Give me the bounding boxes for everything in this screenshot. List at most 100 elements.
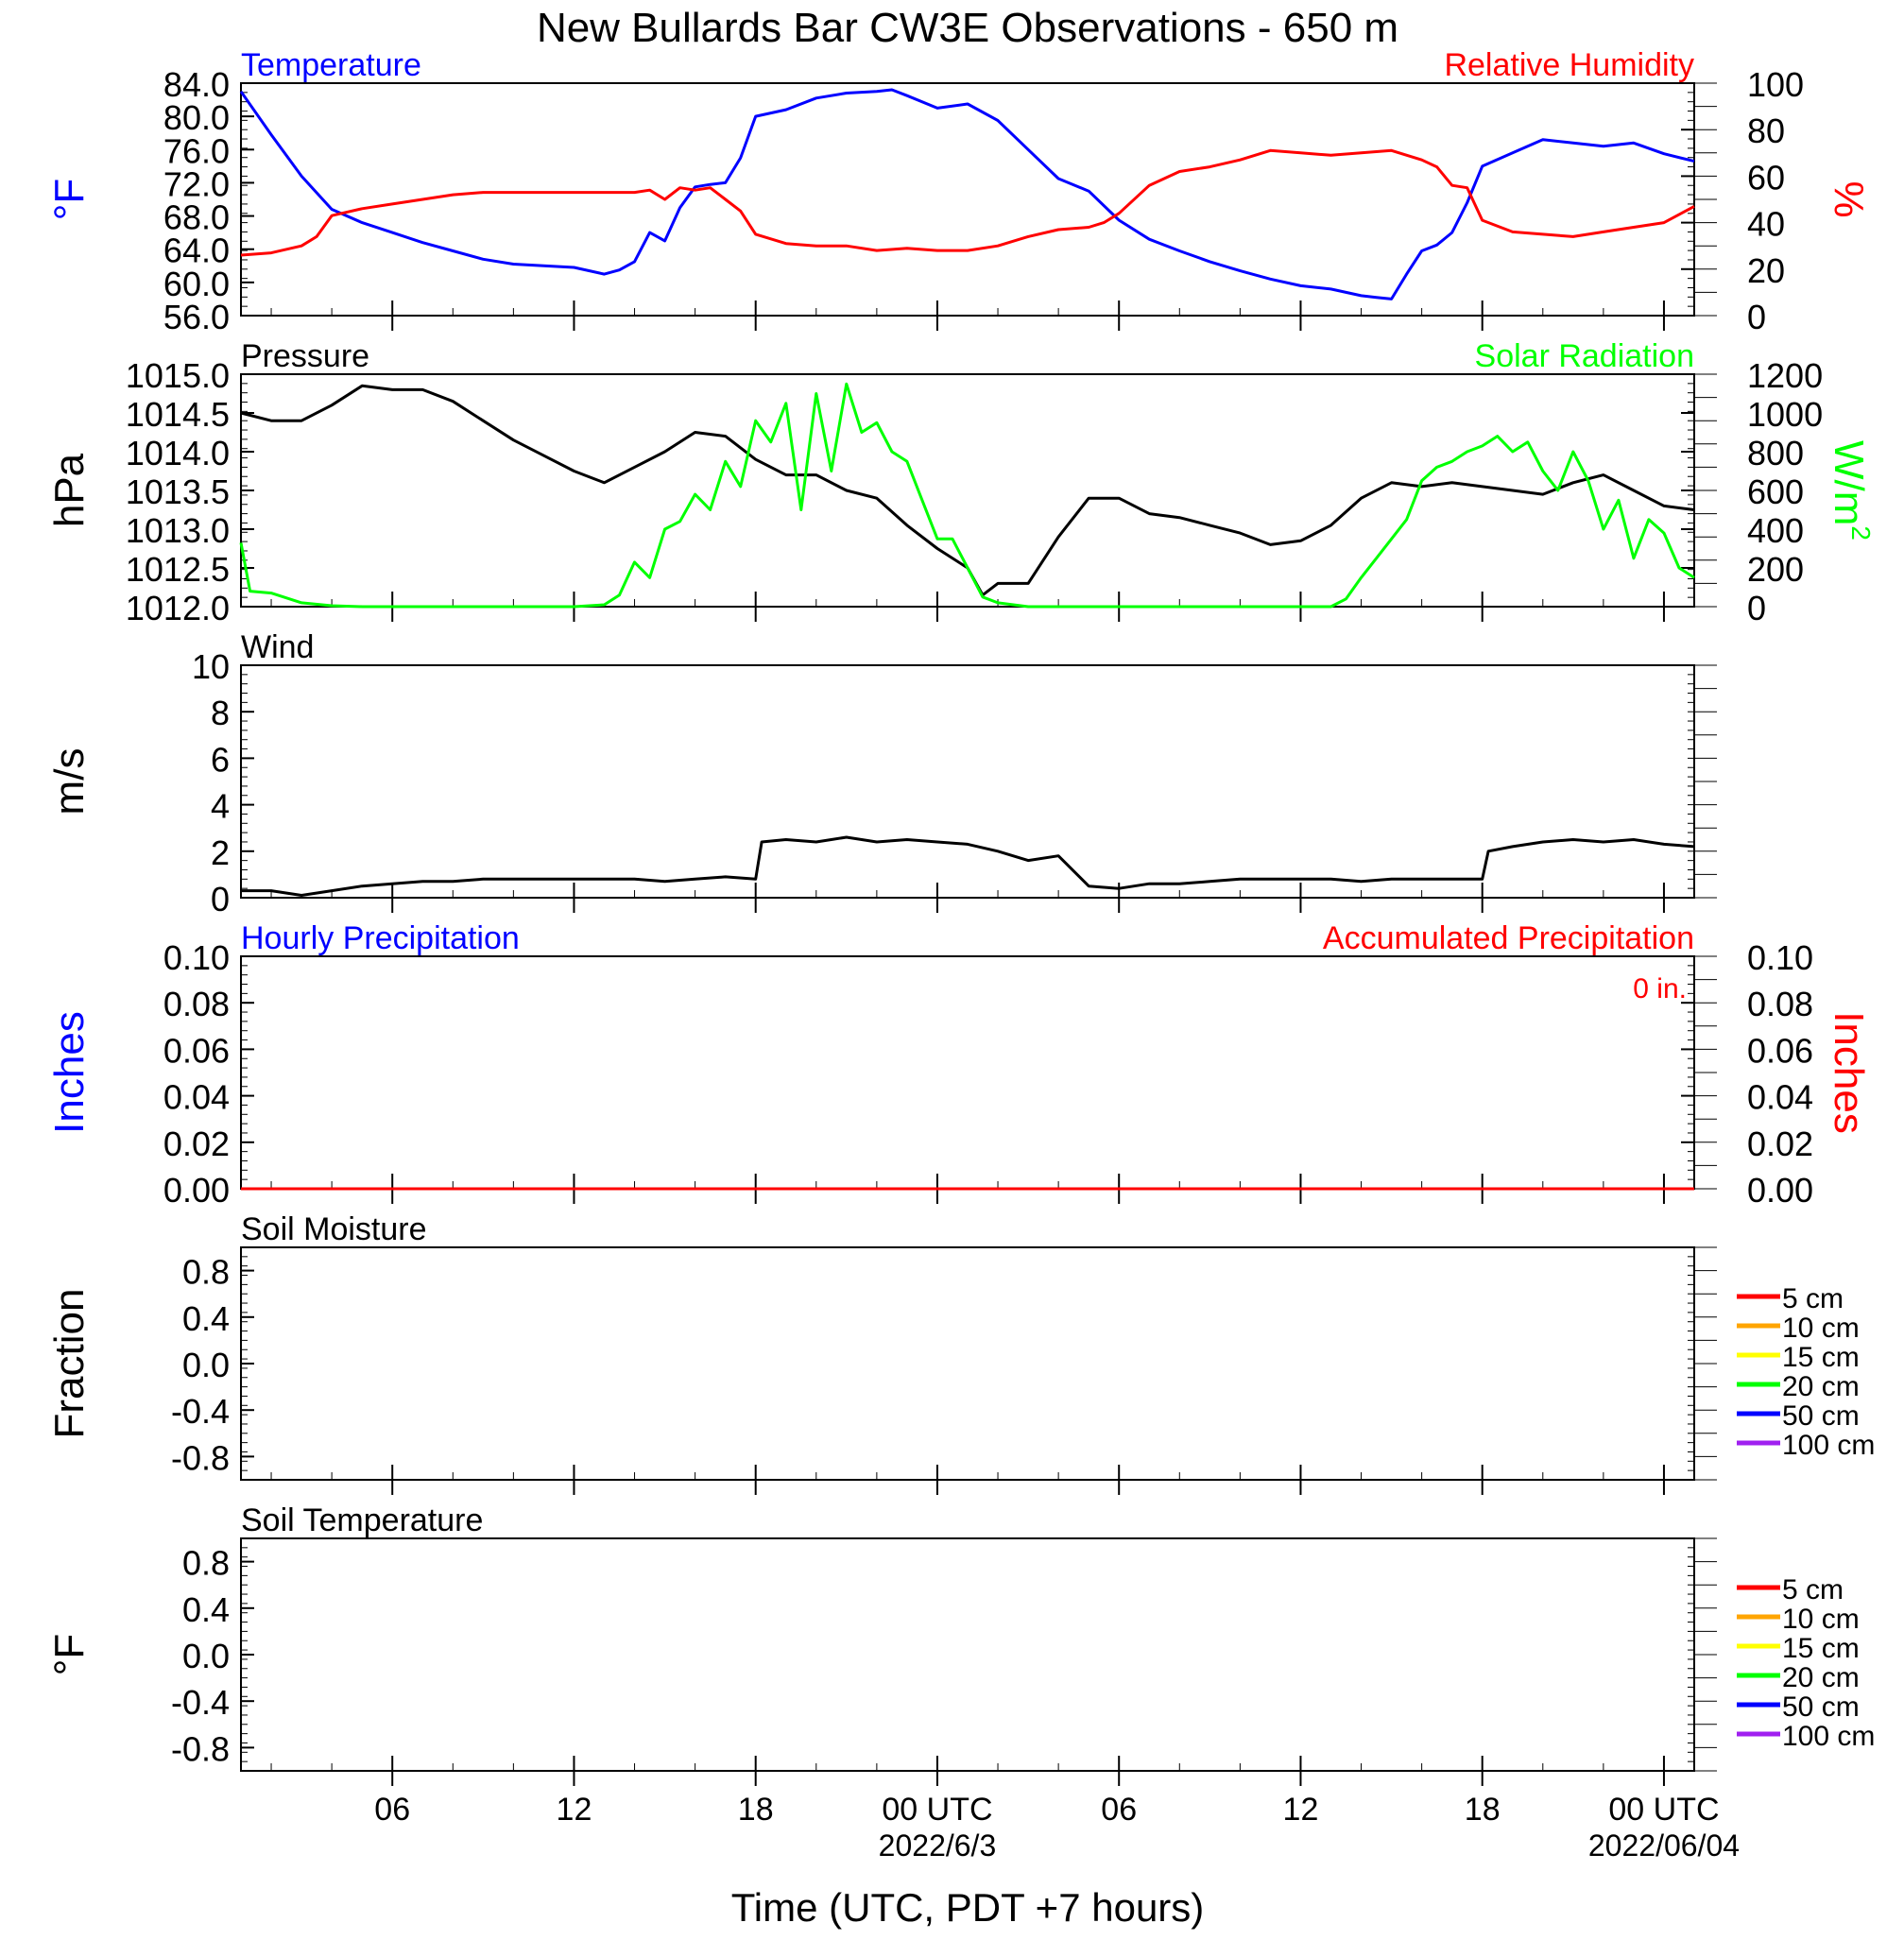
y-tick-label-right: 0.00 — [1747, 1171, 1813, 1210]
panel-frame — [240, 1537, 1695, 1772]
legend-label: 50 cm — [1782, 1400, 1860, 1432]
y-axis-label-left: m/s — [46, 748, 93, 815]
legend-label: 5 cm — [1782, 1283, 1844, 1314]
y-tick-label-right: 40 — [1747, 205, 1785, 244]
panel-frame — [240, 82, 1695, 317]
panel-precip: 0.10 0.08 0.06 0.04 0.02 0.00 0.10 0.08 0.06 0.04… — [46, 920, 1872, 1210]
y-tick-label-left: 0.10 — [163, 938, 230, 977]
y-tick-label-left: 1013.5 — [126, 472, 230, 511]
y-tick-label-left: 1012.5 — [126, 550, 230, 589]
y-tick-label-left: -0.4 — [171, 1392, 230, 1431]
y-axis-label-left: Inches — [46, 1011, 93, 1134]
panel-left-title: Pressure — [241, 338, 369, 374]
y-tick-label-right: 100 — [1747, 65, 1804, 104]
x-tick-label: 18 — [1465, 1792, 1501, 1828]
legend-label: 10 cm — [1782, 1604, 1860, 1635]
y-tick-label-left: 1015.0 — [126, 356, 230, 395]
y-tick-label-right: 0.06 — [1747, 1031, 1813, 1070]
y-axis-label-left: °F — [46, 1634, 93, 1675]
legend-label: 10 cm — [1782, 1313, 1860, 1344]
y-tick-label-left: 1014.5 — [126, 395, 230, 434]
y-tick-label-left: 56.0 — [163, 298, 230, 336]
unit-superscript: 2 — [1846, 525, 1876, 541]
panel-left-title: Temperature — [241, 47, 421, 83]
x-tick-label: 12 — [1283, 1792, 1319, 1828]
y-tick-label-right: 1000 — [1747, 395, 1823, 434]
y-tick-label-left: 60.0 — [163, 265, 230, 303]
y-tick-label-right: 1200 — [1747, 356, 1823, 395]
y-tick-label-left: 0.8 — [182, 1253, 230, 1292]
panel-frame — [240, 1246, 1695, 1481]
y-tick-label-right: 200 — [1747, 550, 1804, 589]
y-tick-label-left: 6 — [211, 740, 230, 779]
panel-left-title: Wind — [241, 629, 314, 665]
y-tick-label-right: 0 — [1747, 589, 1766, 627]
panel-wind: 10 8 6 4 2 0 Wind m/s — [46, 629, 1717, 918]
series-line-left — [240, 384, 1695, 597]
panel-left-title: Hourly Precipitation — [241, 920, 520, 956]
y-tick-label-left: 76.0 — [163, 131, 230, 170]
y-tick-label-left: 84.0 — [163, 65, 230, 104]
x-date-label: 2022/06/04 — [1588, 1828, 1740, 1863]
y-tick-label-right: 80 — [1747, 112, 1785, 150]
accum-precip-total: 0 in. — [1633, 973, 1687, 1004]
panel-left-title: Soil Moisture — [241, 1211, 427, 1247]
y-tick-label-left: 0.0 — [182, 1346, 230, 1384]
y-axis-label-left: hPa — [46, 453, 93, 527]
y-tick-label-left: 0.8 — [182, 1544, 230, 1583]
y-tick-label-right: 0 — [1747, 298, 1766, 336]
legend-label: 20 cm — [1782, 1662, 1860, 1693]
y-tick-label-left: 1012.0 — [126, 589, 230, 627]
panels: 84.080.076.072.068.064.060.056.010080604… — [46, 47, 1876, 1786]
y-tick-label-left: 0.00 — [163, 1171, 230, 1210]
legend-label: 100 cm — [1782, 1430, 1875, 1461]
panel-right-title: Relative Humidity — [1444, 47, 1694, 83]
y-tick-label-left: -0.4 — [171, 1683, 230, 1722]
legend-label: 15 cm — [1782, 1633, 1860, 1664]
y-tick-label-left: 0.04 — [163, 1078, 230, 1117]
legend-label: 100 cm — [1782, 1721, 1875, 1752]
panel-right-title: Accumulated Precipitation — [1323, 920, 1694, 956]
y-axis-label-left: Fraction — [46, 1289, 93, 1439]
y-tick-label-right: 800 — [1747, 434, 1804, 472]
x-axis-label: Time (UTC, PDT +7 hours) — [731, 1885, 1205, 1930]
panel-temp_rh: 84.080.076.072.068.064.060.056.0 100 80 60 4… — [46, 47, 1872, 336]
y-tick-label-left: 0.02 — [163, 1125, 230, 1163]
x-tick-label: 06 — [1101, 1792, 1137, 1828]
x-tick-label: 18 — [738, 1792, 774, 1828]
y-tick-label-right: 600 — [1747, 472, 1804, 511]
y-tick-label-left: 80.0 — [163, 98, 230, 137]
legend-label: 15 cm — [1782, 1342, 1860, 1373]
y-tick-label-left: 2 — [211, 833, 230, 872]
panel-frame — [240, 664, 1695, 899]
y-tick-label-left: 1013.0 — [126, 511, 230, 550]
y-tick-label-left: 0.0 — [182, 1637, 230, 1675]
y-tick-label-left: 72.0 — [163, 164, 230, 203]
x-tick-label: 00 UTC — [882, 1792, 992, 1828]
y-tick-label-left: 68.0 — [163, 198, 230, 237]
y-tick-label-right: 0.10 — [1747, 938, 1813, 977]
y-axis-label-right: W/m2 — [1826, 440, 1876, 541]
legend-label: 20 cm — [1782, 1371, 1860, 1402]
y-axis-label-right: Inches — [1826, 1011, 1872, 1134]
y-tick-label-right: 0.08 — [1747, 985, 1813, 1023]
panel-frame — [240, 955, 1695, 1190]
series-line-right — [240, 148, 1695, 257]
panel-left-title: Soil Temperature — [241, 1502, 483, 1538]
series-line-right — [239, 382, 1695, 609]
series-line-left — [239, 88, 1695, 300]
y-tick-label-left: 64.0 — [163, 232, 230, 270]
y-tick-label-right: 0.02 — [1747, 1125, 1813, 1163]
y-axis-label-left: °F — [46, 179, 93, 220]
chart-title: New Bullards Bar CW3E Observations - 650… — [537, 5, 1398, 51]
y-tick-label-right: 20 — [1747, 251, 1785, 290]
x-tick-label: 12 — [557, 1792, 592, 1828]
legend-label: 50 cm — [1782, 1691, 1860, 1723]
y-tick-label-left: 1014.0 — [126, 434, 230, 472]
x-date-label: 2022/6/3 — [879, 1828, 997, 1863]
y-tick-label-left: 0.06 — [163, 1031, 230, 1070]
y-axis-label-right: % — [1826, 180, 1872, 217]
